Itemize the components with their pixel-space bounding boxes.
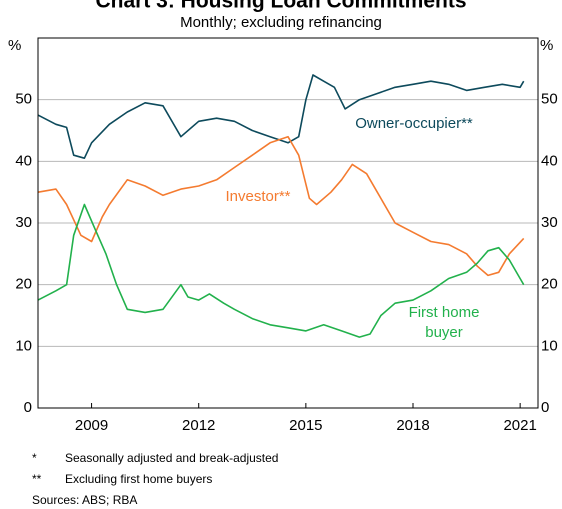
y2-tick-label: 0 bbox=[541, 399, 549, 416]
annotation: Owner-occupier** bbox=[355, 115, 473, 132]
annotation: First home bbox=[409, 304, 480, 321]
chart-title: Chart 3: Housing Loan Commitments bbox=[95, 0, 466, 13]
x-tick-label: 2009 bbox=[75, 417, 108, 434]
x-tick-label: 2021 bbox=[503, 417, 536, 434]
y2-tick-label: 10 bbox=[541, 337, 558, 354]
y-tick-label: 0 bbox=[24, 399, 32, 416]
series-line bbox=[37, 74, 525, 159]
y2-tick-label: 40 bbox=[541, 152, 558, 169]
y2-tick-label: 30 bbox=[541, 214, 558, 231]
series-line bbox=[37, 203, 525, 338]
note-text: Excluding first home buyers bbox=[65, 472, 212, 486]
y-tick-label: 40 bbox=[15, 152, 32, 169]
annotation: buyer bbox=[425, 324, 463, 341]
annotation: Investor** bbox=[225, 188, 290, 205]
x-tick-label: 2012 bbox=[182, 417, 215, 434]
note-text: Seasonally adjusted and break-adjusted bbox=[65, 451, 278, 465]
y2-unit: % bbox=[540, 37, 553, 54]
sources: Sources: ABS; RBA bbox=[32, 493, 137, 507]
y-tick-label: 30 bbox=[15, 214, 32, 231]
x-tick-label: 2015 bbox=[289, 417, 322, 434]
plot-frame bbox=[37, 37, 539, 409]
note-mark: ** bbox=[32, 472, 42, 486]
series-line bbox=[37, 135, 525, 277]
y2-tick-label: 50 bbox=[541, 91, 558, 108]
y-tick-label: 50 bbox=[15, 91, 32, 108]
y-unit: % bbox=[8, 37, 21, 54]
y2-tick-label: 20 bbox=[541, 276, 558, 293]
y-tick-label: 10 bbox=[15, 337, 32, 354]
y-tick-label: 20 bbox=[15, 276, 32, 293]
x-tick-label: 2018 bbox=[396, 417, 429, 434]
chart-subtitle: Monthly; excluding refinancing bbox=[180, 14, 382, 31]
note-mark: * bbox=[32, 451, 37, 465]
